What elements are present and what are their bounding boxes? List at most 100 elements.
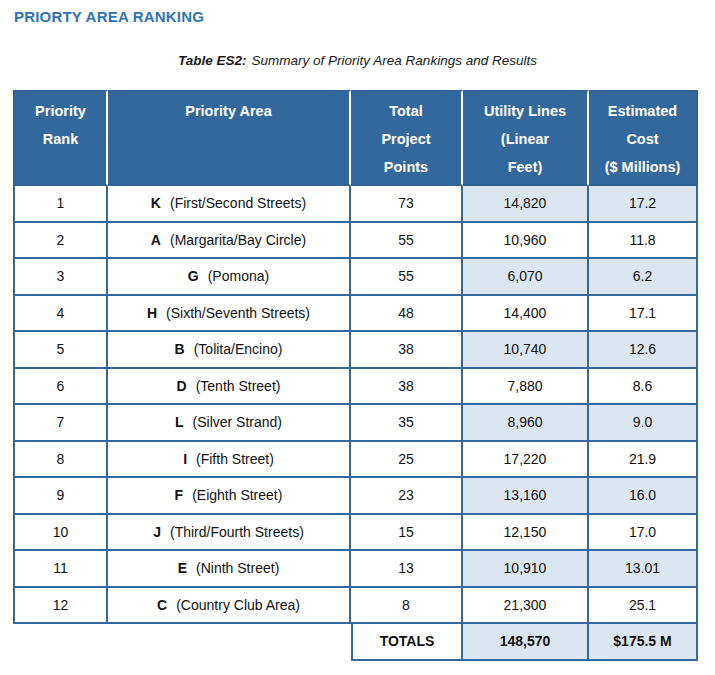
table-caption: Table ES2:Summary of Priority Area Ranki… xyxy=(0,53,715,68)
rank-cell: 3 xyxy=(13,259,108,296)
utility-cell: 10,910 xyxy=(463,551,589,588)
points-cell: 48 xyxy=(351,296,463,333)
header-line: (Linear xyxy=(463,125,587,153)
totals-row: TOTALS 148,570 $175.5 M xyxy=(13,624,698,661)
area-letter: E xyxy=(178,560,187,576)
rank-cell: 6 xyxy=(13,369,108,406)
area-cell: A (Margarita/Bay Circle) xyxy=(108,223,351,260)
utility-cell: 14,400 xyxy=(463,296,589,333)
utility-cell: 17,220 xyxy=(463,442,589,479)
col-header-total-project-points: Total Project Points xyxy=(351,90,463,186)
document-page: PRIORTY AREA RANKING Table ES2:Summary o… xyxy=(0,0,715,675)
header-line: Feet) xyxy=(463,153,587,181)
cost-cell: 17.0 xyxy=(589,515,698,552)
points-cell: 15 xyxy=(351,515,463,552)
points-cell: 13 xyxy=(351,551,463,588)
area-letter: H xyxy=(147,305,157,321)
cost-cell: 21.9 xyxy=(589,442,698,479)
header-line: Utility Lines xyxy=(463,97,587,125)
rank-cell: 5 xyxy=(13,332,108,369)
rank-cell: 8 xyxy=(13,442,108,479)
area-name: (Country Club Area) xyxy=(176,597,300,613)
header-line: Priority xyxy=(15,97,106,125)
cost-cell: 6.2 xyxy=(589,259,698,296)
utility-cell: 13,160 xyxy=(463,478,589,515)
col-header-priority-area: Priority Area xyxy=(108,90,351,186)
header-line: Project xyxy=(351,125,461,153)
points-cell: 55 xyxy=(351,223,463,260)
area-name: (Pomona) xyxy=(208,268,269,284)
table-row: 9 F(Eighth Street) 23 13,160 16.0 xyxy=(13,478,698,515)
rank-cell: 7 xyxy=(13,405,108,442)
area-letter: I xyxy=(183,451,187,467)
page-title: PRIORTY AREA RANKING xyxy=(14,8,204,25)
area-cell: J (Third/Fourth Streets) xyxy=(108,515,351,552)
area-name: (Eighth Street) xyxy=(192,487,282,503)
rank-cell: 4 xyxy=(13,296,108,333)
rank-cell: 10 xyxy=(13,515,108,552)
cost-cell: 11.8 xyxy=(589,223,698,260)
area-name: (Margarita/Bay Circle) xyxy=(170,232,306,248)
header-line: Cost xyxy=(589,125,696,153)
area-cell: B (Tolita/Encino) xyxy=(108,332,351,369)
utility-cell: 8,960 xyxy=(463,405,589,442)
area-name: (Sixth/Seventh Streets) xyxy=(166,305,310,321)
header-line: Rank xyxy=(15,125,106,153)
points-cell: 55 xyxy=(351,259,463,296)
table-row: 1 K(First/Second Streets) 73 14,820 17.2 xyxy=(13,186,698,223)
totals-cost-cell: $175.5 M xyxy=(589,624,698,661)
area-letter: B xyxy=(175,341,185,357)
points-cell: 38 xyxy=(351,332,463,369)
area-letter: J xyxy=(153,524,161,540)
table-row: 4 H (Sixth/Seventh Streets) 48 14,400 17.… xyxy=(13,296,698,333)
header-row: Priority Rank Priority Area Total Projec… xyxy=(13,90,698,186)
cost-cell: 17.2 xyxy=(589,186,698,223)
area-letter: G xyxy=(188,268,199,284)
table-row: 5 B (Tolita/Encino) 38 10,740 12.6 xyxy=(13,332,698,369)
cost-cell: 17.1 xyxy=(589,296,698,333)
area-cell: I (Fifth Street) xyxy=(108,442,351,479)
area-cell: E(Ninth Street) xyxy=(108,551,351,588)
rank-cell: 2 xyxy=(13,223,108,260)
area-cell: F(Eighth Street) xyxy=(108,478,351,515)
header-line: Total xyxy=(351,97,461,125)
cost-cell: 8.6 xyxy=(589,369,698,406)
cost-cell: 25.1 xyxy=(589,588,698,625)
area-cell: K(First/Second Streets) xyxy=(108,186,351,223)
area-cell: G (Pomona) xyxy=(108,259,351,296)
utility-cell: 6,070 xyxy=(463,259,589,296)
header-line: Priority Area xyxy=(108,97,349,125)
area-cell: C(Country Club Area) xyxy=(108,588,351,625)
totals-spacer xyxy=(13,624,351,661)
rank-cell: 9 xyxy=(13,478,108,515)
rank-cell: 1 xyxy=(13,186,108,223)
table-row: 6 D(Tenth Street) 38 7,880 8.6 xyxy=(13,369,698,406)
rank-cell: 11 xyxy=(13,551,108,588)
cost-cell: 9.0 xyxy=(589,405,698,442)
utility-cell: 10,740 xyxy=(463,332,589,369)
header-line: Estimated xyxy=(589,97,696,125)
col-header-estimated-cost: Estimated Cost ($ Millions) xyxy=(589,90,698,186)
area-name: (Fifth Street) xyxy=(196,451,274,467)
area-letter: L xyxy=(175,414,184,430)
table-row: 8 I (Fifth Street) 25 17,220 21.9 xyxy=(13,442,698,479)
totals-label-cell: TOTALS xyxy=(351,624,463,661)
table-row: 3 G (Pomona) 55 6,070 6.2 xyxy=(13,259,698,296)
area-name: (First/Second Streets) xyxy=(170,195,306,211)
area-letter: D xyxy=(177,378,187,394)
area-name: (Third/Fourth Streets) xyxy=(170,524,304,540)
utility-cell: 12,150 xyxy=(463,515,589,552)
cost-cell: 12.6 xyxy=(589,332,698,369)
points-cell: 23 xyxy=(351,478,463,515)
utility-cell: 14,820 xyxy=(463,186,589,223)
col-header-priority-rank: Priority Rank xyxy=(13,90,108,186)
caption-label: Table ES2: xyxy=(178,53,247,68)
area-cell: D(Tenth Street) xyxy=(108,369,351,406)
table-row: 11 E(Ninth Street) 13 10,910 13.01 xyxy=(13,551,698,588)
points-cell: 35 xyxy=(351,405,463,442)
points-cell: 25 xyxy=(351,442,463,479)
area-letter: A xyxy=(151,232,161,248)
area-name: (Tolita/Encino) xyxy=(194,341,283,357)
area-cell: L (Silver Strand) xyxy=(108,405,351,442)
area-name: (Silver Strand) xyxy=(193,414,282,430)
